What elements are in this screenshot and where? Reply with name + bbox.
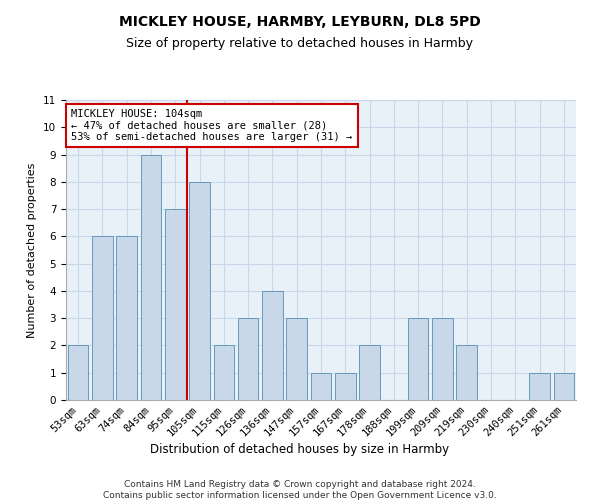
Bar [140, 154, 161, 400]
Bar [165, 209, 185, 400]
Bar [286, 318, 307, 400]
Text: Size of property relative to detached houses in Harmby: Size of property relative to detached ho… [127, 38, 473, 51]
Bar [92, 236, 113, 400]
Bar [238, 318, 259, 400]
Bar [432, 318, 453, 400]
Bar [311, 372, 331, 400]
Bar [359, 346, 380, 400]
Bar [116, 236, 137, 400]
Bar [262, 291, 283, 400]
Bar [529, 372, 550, 400]
Text: Distribution of detached houses by size in Harmby: Distribution of detached houses by size … [151, 442, 449, 456]
Bar [408, 318, 428, 400]
Text: MICKLEY HOUSE, HARMBY, LEYBURN, DL8 5PD: MICKLEY HOUSE, HARMBY, LEYBURN, DL8 5PD [119, 15, 481, 29]
Text: Contains HM Land Registry data © Crown copyright and database right 2024.: Contains HM Land Registry data © Crown c… [124, 480, 476, 489]
Bar [214, 346, 234, 400]
Bar [68, 346, 88, 400]
Bar [554, 372, 574, 400]
Bar [335, 372, 356, 400]
Bar [457, 346, 477, 400]
Bar [189, 182, 210, 400]
Text: Contains public sector information licensed under the Open Government Licence v3: Contains public sector information licen… [103, 491, 497, 500]
Y-axis label: Number of detached properties: Number of detached properties [28, 162, 37, 338]
Text: MICKLEY HOUSE: 104sqm
← 47% of detached houses are smaller (28)
53% of semi-deta: MICKLEY HOUSE: 104sqm ← 47% of detached … [71, 109, 352, 142]
